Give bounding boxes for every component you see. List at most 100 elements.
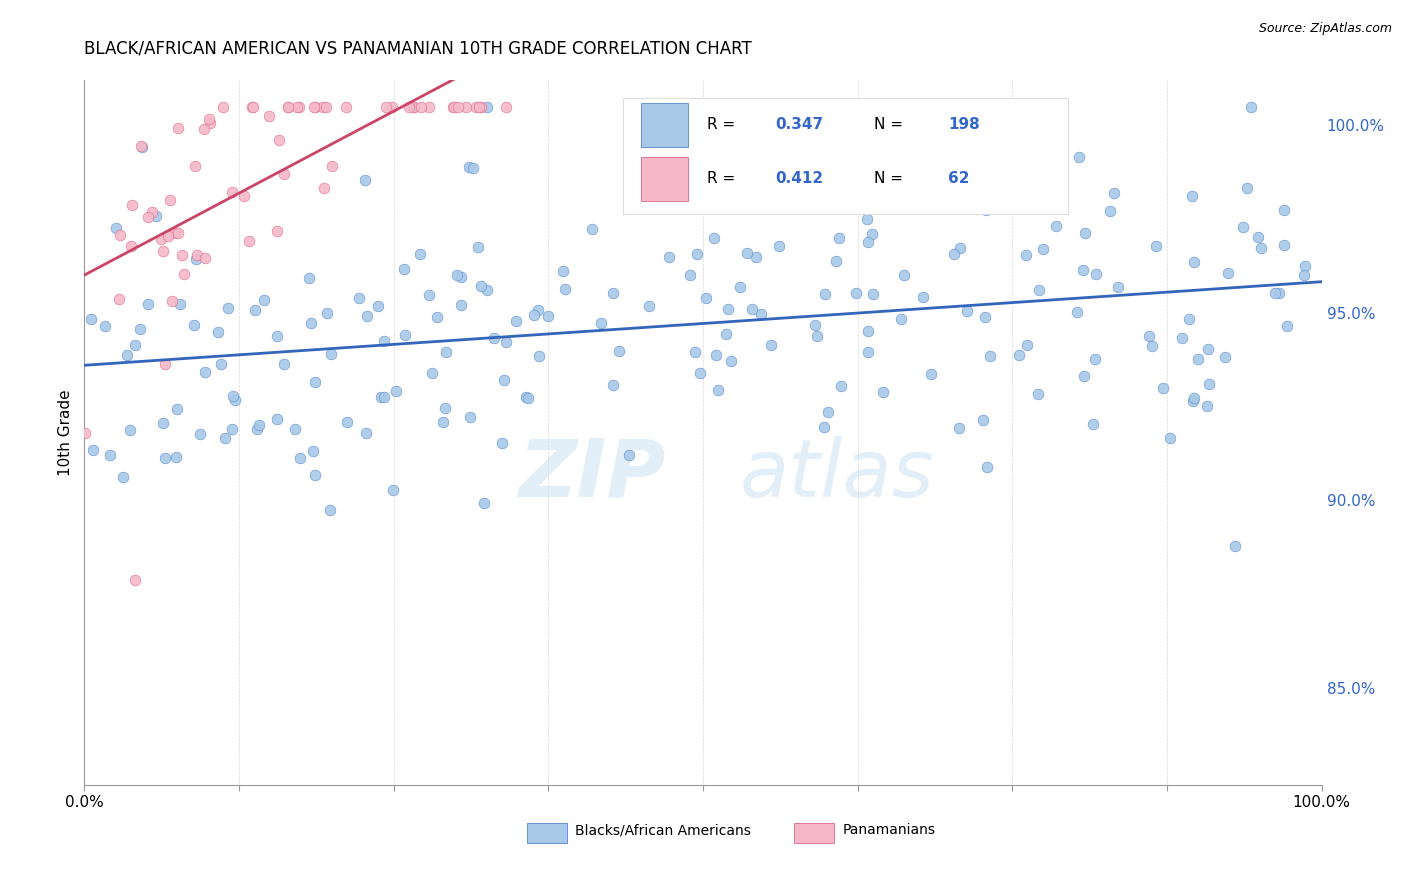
- Point: [537, 310, 560, 324]
- Point: [607, 344, 630, 359]
- Point: [554, 281, 576, 295]
- Point: [1198, 376, 1220, 391]
- Point: [285, 99, 308, 113]
- Point: [288, 99, 311, 113]
- Point: [482, 331, 505, 345]
- Point: [741, 301, 763, 316]
- Point: [392, 261, 415, 276]
- Point: [129, 322, 152, 336]
- Point: [409, 247, 432, 261]
- Point: [447, 99, 470, 113]
- Point: [257, 109, 280, 123]
- Point: [356, 426, 378, 441]
- Point: [166, 401, 188, 416]
- Point: [1213, 350, 1236, 364]
- Point: [458, 409, 481, 424]
- Text: 0.347: 0.347: [775, 117, 823, 132]
- Point: [420, 366, 443, 380]
- Point: [1182, 392, 1205, 406]
- Point: [1272, 238, 1295, 252]
- Point: [1026, 387, 1049, 401]
- Point: [273, 167, 295, 181]
- Point: [602, 378, 624, 392]
- FancyBboxPatch shape: [623, 98, 1069, 214]
- Point: [860, 227, 883, 241]
- Point: [374, 99, 396, 113]
- Point: [529, 349, 551, 363]
- Point: [221, 186, 243, 200]
- Point: [464, 99, 486, 113]
- Point: [526, 302, 548, 317]
- Point: [728, 279, 751, 293]
- Point: [335, 99, 357, 113]
- Point: [470, 99, 492, 113]
- Point: [214, 432, 236, 446]
- Point: [911, 290, 934, 304]
- Point: [1182, 393, 1205, 408]
- Point: [825, 254, 848, 268]
- Text: Panamanians: Panamanians: [842, 823, 935, 838]
- Point: [920, 368, 942, 382]
- Point: [1098, 203, 1121, 218]
- Point: [80, 312, 103, 326]
- Point: [1292, 268, 1315, 282]
- Point: [1171, 331, 1194, 345]
- Point: [212, 99, 235, 113]
- Point: [1008, 348, 1031, 362]
- Point: [221, 422, 243, 436]
- Point: [830, 378, 852, 392]
- Point: [277, 99, 299, 113]
- Point: [804, 318, 827, 332]
- Point: [266, 329, 288, 343]
- Point: [402, 99, 425, 113]
- Point: [165, 450, 187, 465]
- Point: [1294, 259, 1316, 273]
- Point: [238, 234, 260, 248]
- Point: [845, 286, 868, 301]
- Point: [1014, 248, 1036, 262]
- Point: [581, 222, 603, 236]
- Point: [221, 388, 243, 402]
- Point: [136, 211, 159, 225]
- Point: [1197, 343, 1219, 357]
- Point: [121, 198, 143, 212]
- Point: [1137, 328, 1160, 343]
- Point: [1107, 280, 1129, 294]
- Point: [253, 293, 276, 307]
- Point: [495, 99, 517, 113]
- Point: [1250, 241, 1272, 255]
- Point: [814, 287, 837, 301]
- Point: [120, 239, 142, 253]
- Point: [173, 267, 195, 281]
- Point: [686, 247, 709, 261]
- Point: [1247, 230, 1270, 244]
- Point: [695, 291, 717, 305]
- Point: [319, 502, 342, 516]
- Point: [112, 470, 135, 484]
- Point: [1067, 150, 1090, 164]
- Point: [381, 99, 404, 113]
- Point: [1028, 283, 1050, 297]
- Point: [1159, 431, 1181, 445]
- Point: [505, 313, 527, 327]
- Text: atlas: atlas: [740, 436, 935, 514]
- Point: [267, 133, 290, 147]
- Point: [1184, 255, 1206, 269]
- Point: [312, 99, 335, 113]
- Point: [321, 159, 343, 173]
- Point: [1268, 286, 1291, 301]
- Point: [1274, 202, 1296, 217]
- Point: [827, 231, 849, 245]
- Point: [209, 357, 232, 371]
- Point: [367, 299, 389, 313]
- Point: [1032, 242, 1054, 256]
- Point: [1083, 417, 1105, 431]
- Point: [704, 347, 727, 361]
- Point: [186, 247, 208, 261]
- Point: [1177, 312, 1199, 326]
- Point: [166, 227, 188, 241]
- Point: [707, 383, 730, 397]
- Point: [198, 112, 221, 126]
- Point: [862, 287, 884, 301]
- Point: [426, 310, 449, 324]
